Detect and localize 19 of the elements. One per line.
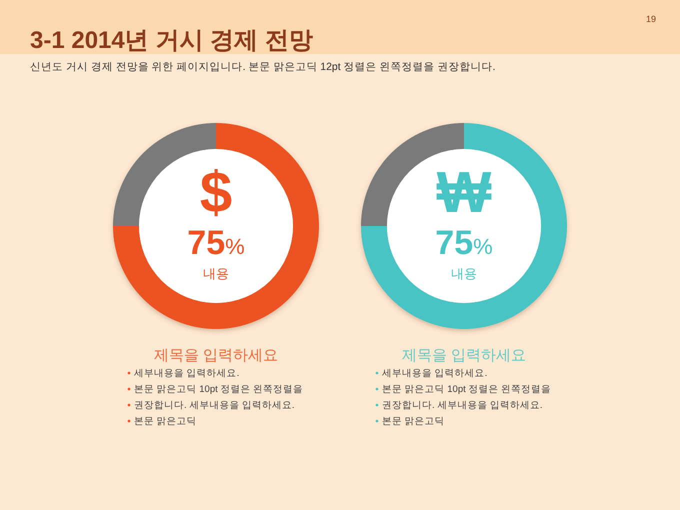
text: 본문 맑은고딕 bbox=[134, 416, 197, 427]
text: 본문 맑은고딕 10pt 정렬은 왼쪽정렬을 bbox=[382, 384, 552, 395]
text: 제목을 입력하세요 bbox=[154, 347, 278, 364]
text: 권장합니다. 세부내용을 입력하세요. bbox=[134, 400, 295, 411]
text: ₩ bbox=[436, 160, 492, 225]
text: 세부내용을 입력하세요. bbox=[134, 368, 240, 379]
data-label: 75% bbox=[187, 224, 245, 262]
text: 본문 맑은고딕 bbox=[382, 416, 445, 427]
text: 19 bbox=[646, 14, 656, 24]
text: $ bbox=[200, 160, 232, 225]
data-label: 75% bbox=[435, 224, 493, 262]
text: 본문 맑은고딕 10pt 정렬은 왼쪽정렬을 bbox=[134, 384, 304, 395]
text: 신년도 거시 경제 전망을 위한 페이지입니다. 본문 맑은고딕 12pt 정렬은 왼쪽정렬을 권장합니다. bbox=[30, 61, 496, 73]
text: 권장합니다. 세부내용을 입력하세요. bbox=[382, 400, 543, 411]
text: 세부내용을 입력하세요. bbox=[382, 368, 488, 379]
text: 제목을 입력하세요 bbox=[402, 347, 526, 364]
text: 3-1 2014년 거시 경제 전망 bbox=[30, 27, 313, 54]
text: 내용 bbox=[451, 266, 477, 281]
text: 내용 bbox=[203, 266, 229, 281]
